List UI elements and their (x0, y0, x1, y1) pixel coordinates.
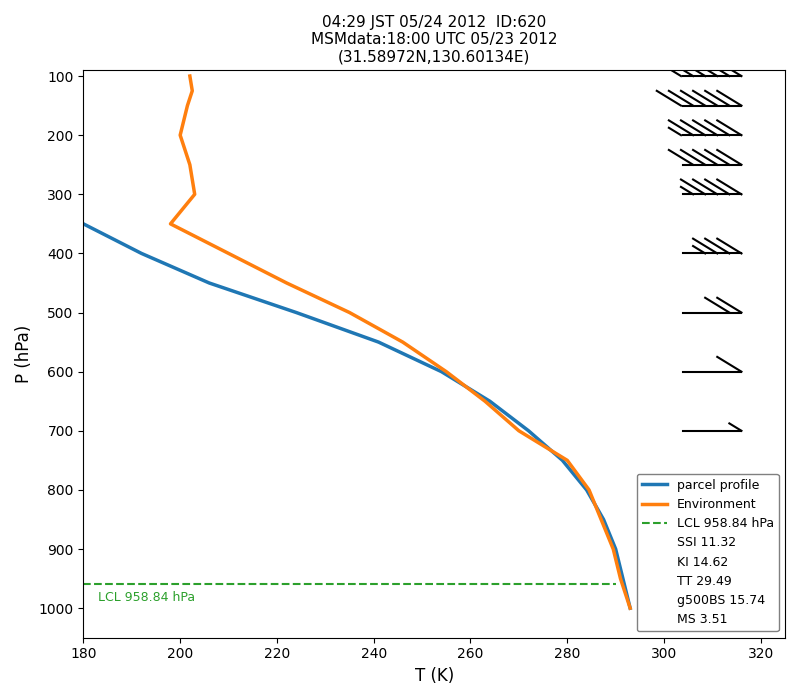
Environment (442, 368, 451, 376)
Y-axis label: P (hPa): P (hPa) (15, 325, 33, 383)
Environment (182, 102, 192, 110)
Environment (185, 160, 194, 169)
Environment (166, 220, 175, 228)
Title: 04:29 JST 05/24 2012  ID:620
MSMdata:18:00 UTC 05/23 2012
(31.58972N,130.60134E): 04:29 JST 05/24 2012 ID:620 MSMdata:18:0… (311, 15, 558, 65)
Environment (187, 87, 197, 95)
parcel profile (374, 338, 383, 346)
parcel profile (524, 426, 534, 435)
Environment (398, 338, 407, 346)
Text: LCL 958.84 hPa: LCL 958.84 hPa (98, 591, 195, 604)
Environment (562, 456, 572, 465)
parcel profile (598, 515, 608, 524)
parcel profile (437, 368, 446, 376)
Line: parcel profile: parcel profile (0, 76, 630, 608)
Legend: parcel profile, Environment, LCL 958.84 hPa, SSI 11.32, KI 14.62, TT 29.49, g500: parcel profile, Environment, LCL 958.84 … (637, 474, 778, 631)
Environment (175, 131, 185, 139)
Environment (345, 308, 354, 316)
parcel profile (78, 220, 88, 228)
parcel profile (611, 545, 621, 553)
X-axis label: T (K): T (K) (414, 667, 454, 685)
parcel profile (205, 279, 214, 287)
parcel profile (626, 604, 635, 612)
Environment (596, 515, 606, 524)
Environment (282, 279, 291, 287)
parcel profile (618, 575, 628, 583)
Environment (584, 486, 594, 494)
parcel profile (291, 308, 301, 316)
Environment (480, 397, 490, 405)
Environment (609, 545, 618, 553)
parcel profile (558, 456, 567, 465)
Environment (514, 426, 524, 435)
Environment (190, 190, 199, 199)
Environment (185, 72, 194, 80)
parcel profile (582, 486, 591, 494)
Environment (626, 604, 635, 612)
parcel profile (137, 249, 146, 258)
Line: Environment: Environment (170, 76, 630, 608)
parcel profile (485, 397, 494, 405)
Environment (616, 575, 626, 583)
Environment (224, 249, 234, 258)
parcel profile (30, 190, 40, 199)
